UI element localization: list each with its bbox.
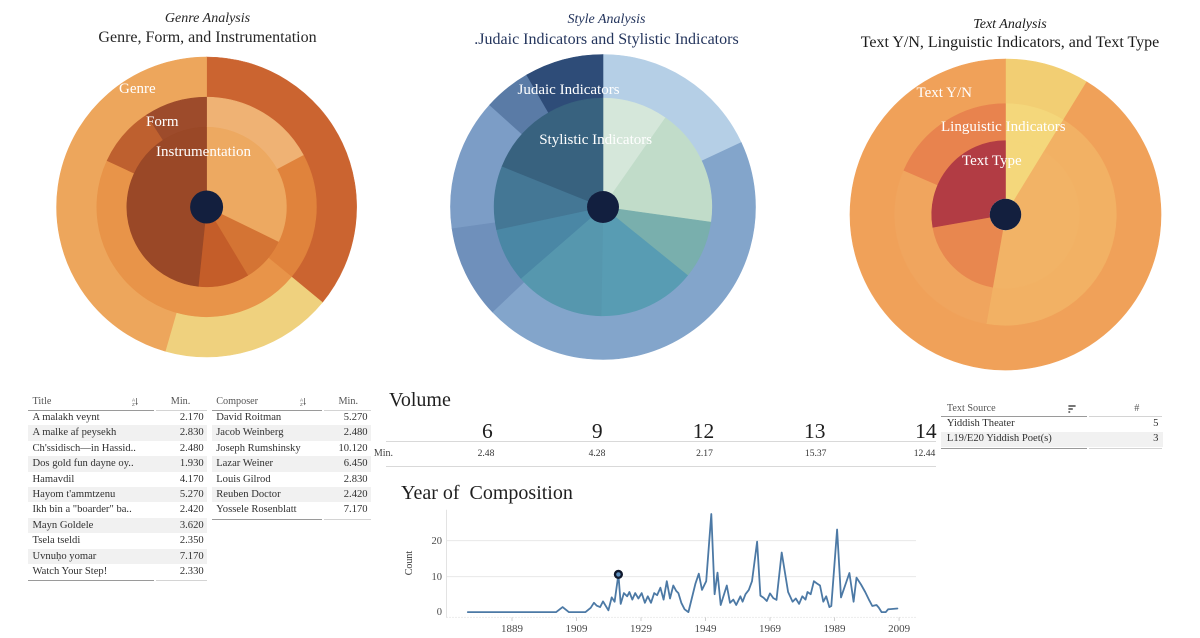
svg-text:1949: 1949: [695, 623, 718, 635]
svg-text:1909: 1909: [566, 623, 589, 635]
svg-text:20: 20: [432, 536, 443, 547]
svg-text:Z: Z: [132, 402, 135, 406]
svg-text:A: A: [132, 397, 136, 402]
svg-text:10: 10: [432, 572, 443, 583]
svg-text:Z: Z: [300, 402, 303, 406]
svg-text:Count: Count: [404, 551, 415, 576]
svg-text:A: A: [300, 397, 304, 402]
svg-text:1969: 1969: [759, 623, 782, 635]
svg-text:1889: 1889: [501, 623, 524, 635]
svg-text:1989: 1989: [824, 623, 847, 635]
svg-text:2009: 2009: [888, 623, 911, 635]
svg-text:1929: 1929: [630, 623, 653, 635]
svg-text:0: 0: [437, 607, 442, 618]
